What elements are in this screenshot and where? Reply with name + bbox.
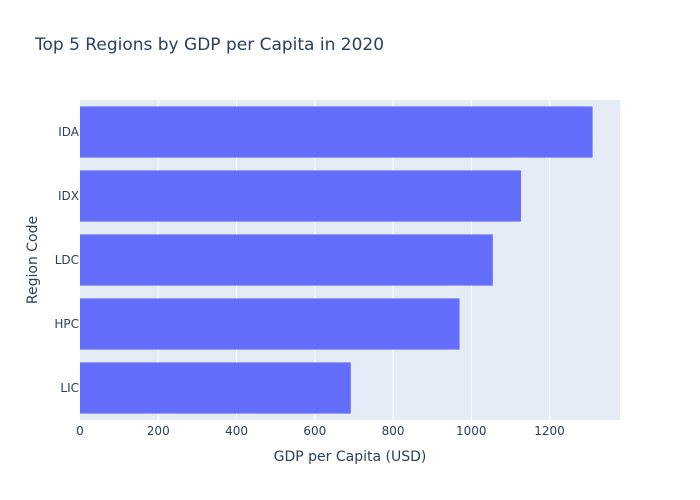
bar-idx	[80, 170, 521, 222]
bar-ldc	[80, 234, 493, 286]
x-tick-label: 200	[147, 424, 170, 438]
y-tick-label: LIC	[60, 381, 79, 395]
y-tick-label: LDC	[55, 253, 79, 267]
x-tick-label: 1200	[534, 424, 565, 438]
y-axis-title: Region Code	[25, 216, 41, 304]
x-axis-title: GDP per Capita (USD)	[274, 449, 427, 465]
x-tick-label: 600	[303, 424, 326, 438]
y-tick-label: IDX	[58, 189, 79, 203]
x-tick-label: 0	[76, 424, 84, 438]
bars	[80, 106, 593, 414]
bar-lic	[80, 362, 351, 414]
x-axis-ticks: 0 200 400 600 800 1000 1200	[76, 424, 565, 438]
chart-title: Top 5 Regions by GDP per Capita in 2020	[34, 35, 384, 55]
y-tick-label: IDA	[58, 125, 80, 139]
y-axis-ticks: IDA IDX LDC HPC LIC	[54, 125, 79, 395]
bar-hpc	[80, 298, 460, 350]
bar-ida	[80, 106, 593, 158]
y-tick-label: HPC	[54, 317, 79, 331]
x-tick-label: 800	[382, 424, 405, 438]
x-tick-label: 400	[225, 424, 248, 438]
x-tick-label: 1000	[456, 424, 487, 438]
